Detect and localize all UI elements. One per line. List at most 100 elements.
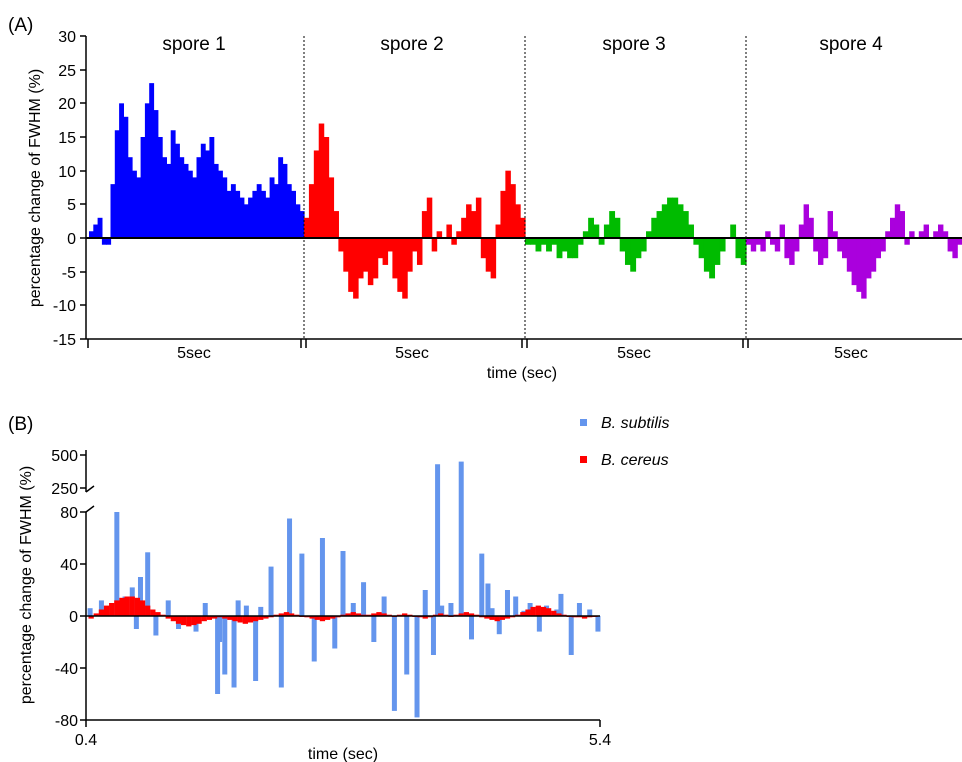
spore-2-bar — [495, 224, 502, 238]
spore-4-bar — [942, 231, 949, 238]
spore-2-bar — [515, 204, 521, 238]
spore-2-bar — [397, 238, 403, 292]
cereus-bar — [175, 616, 182, 624]
spore-4-bar — [866, 238, 872, 279]
spore-4-bar — [770, 238, 776, 245]
spore-4-bar — [842, 238, 848, 259]
spore-4-bar — [822, 238, 829, 259]
spore-1-bar — [299, 211, 305, 238]
spore-3-bar — [735, 238, 742, 259]
spore-1-bar — [89, 231, 94, 238]
y-tick-label: -10 — [53, 298, 76, 315]
cereus-bar — [134, 597, 141, 616]
spore-4-bar — [750, 238, 757, 252]
y-tick-label: 250 — [51, 481, 78, 498]
spore-1-bar — [183, 163, 189, 238]
spore-2-bar — [431, 238, 438, 252]
panel-a-y-ticks: 30 25 20 15 10 5 0 -5 -10 -15 — [53, 29, 86, 349]
cereus-bar — [355, 613, 362, 616]
spore-3-bar — [698, 238, 705, 259]
cereus-bar — [242, 616, 248, 624]
spore-4-bar — [813, 238, 819, 252]
spore-3-bar — [588, 217, 594, 238]
y-tick-label: 500 — [51, 448, 78, 465]
cereus-bar — [381, 613, 387, 616]
spore-3-bar — [719, 238, 726, 252]
subtilis-bar — [595, 616, 601, 632]
y-tick-label: 25 — [58, 63, 76, 80]
spore-3-bar — [646, 231, 652, 238]
spore-3-bar — [709, 238, 716, 279]
spore-4-label: spore 4 — [819, 34, 883, 55]
legend: B. subtilis B. cereus — [580, 415, 669, 469]
cereus-bar — [206, 616, 213, 620]
cereus-bar — [211, 616, 218, 619]
subtilis-bar — [350, 603, 356, 616]
subtilis-bar — [114, 512, 120, 616]
spore-2-bar — [323, 137, 330, 238]
cereus-bar — [119, 597, 125, 616]
cereus-bar — [494, 616, 500, 622]
y-tick-label: 40 — [60, 557, 78, 574]
spore-1-bar — [248, 197, 253, 238]
cereus-bar — [288, 613, 295, 616]
y-tick-label: -15 — [53, 332, 76, 349]
spore-4-bar — [856, 238, 862, 292]
spore-3-bar — [546, 238, 552, 252]
spore-1-bar — [101, 238, 107, 245]
spore-4-bar — [875, 238, 881, 259]
segment-1-duration: 5sec — [177, 345, 211, 362]
spore-1-bar — [235, 190, 241, 238]
subtilis-bar — [469, 616, 474, 640]
spore-1-bar — [243, 204, 249, 238]
spore-1-bar — [136, 177, 142, 238]
subtilis-bar — [430, 616, 436, 655]
cereus-bar — [309, 616, 315, 619]
spore-1-bar — [222, 177, 228, 238]
spore-1-bar — [140, 137, 146, 238]
spore-2-bar — [392, 238, 398, 279]
subtilis-bar — [371, 616, 377, 642]
spore-1-bar — [153, 110, 159, 238]
cereus-bar — [181, 616, 187, 626]
cereus-bar — [314, 616, 320, 620]
y-tick-label: 5 — [67, 197, 76, 214]
spore-4-bar — [885, 231, 891, 238]
spore-1-bar — [123, 116, 129, 238]
subtilis-bar — [133, 616, 139, 629]
subtilis-bar — [422, 590, 428, 616]
spore-3-bar — [730, 224, 737, 238]
subtilis-bar — [278, 616, 284, 688]
cereus-bar — [330, 616, 336, 619]
spore-4-bar — [870, 238, 877, 272]
spore-4-bar — [904, 238, 910, 245]
spore-4-bar — [832, 231, 838, 238]
cereus-bar — [222, 616, 228, 619]
spore-1-bar — [166, 163, 172, 238]
spore-2-bar — [446, 224, 452, 238]
y-tick-label: 80 — [60, 505, 78, 522]
cereus-bar — [551, 610, 557, 616]
spore-1-bar — [114, 130, 120, 238]
spore-2-bar — [358, 238, 364, 279]
spore-2-bar — [505, 170, 511, 238]
cereus-bar — [98, 609, 105, 616]
cereus-bar — [186, 616, 192, 627]
subtilis-bar — [576, 603, 582, 616]
spore-1-bar — [170, 130, 176, 238]
spore-1-bar — [200, 143, 206, 238]
spore-2-bar — [412, 238, 418, 252]
spore-2-bar — [304, 217, 310, 238]
spore-4-bar — [808, 217, 814, 238]
cereus-bar — [540, 606, 547, 616]
cereus-bar — [201, 616, 207, 622]
spore-4-bar — [947, 238, 953, 252]
spore-2-bar — [520, 217, 526, 238]
subtilis-bar — [568, 616, 574, 655]
y-tick-label: 20 — [58, 96, 76, 113]
cereus-bar — [371, 613, 377, 616]
spore-4-bar — [765, 231, 771, 238]
spore-3-bar — [714, 238, 721, 265]
subtilis-bar — [439, 605, 445, 616]
spore-2-bar — [382, 238, 389, 265]
